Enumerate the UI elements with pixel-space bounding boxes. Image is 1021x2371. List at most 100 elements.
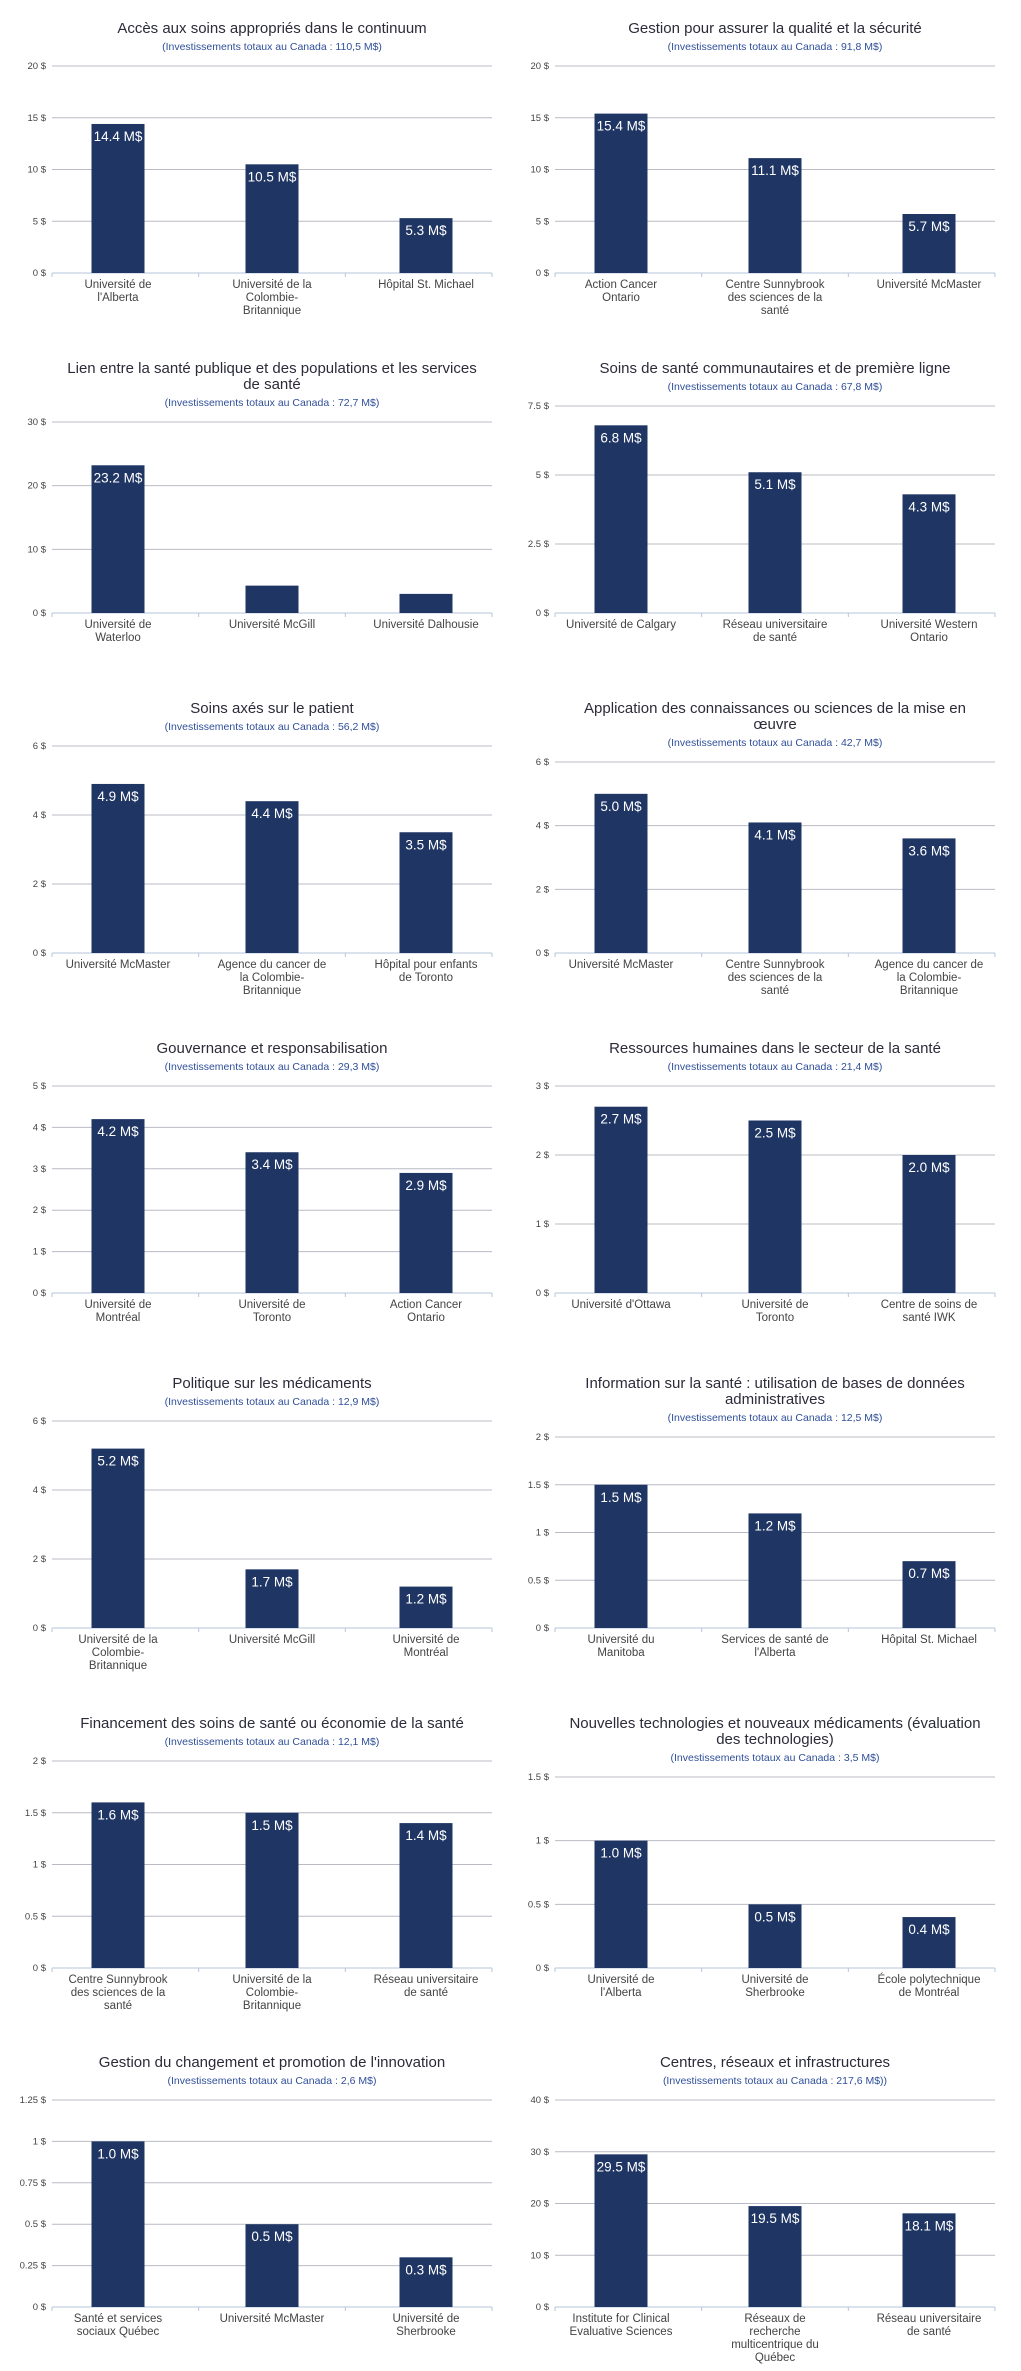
category-label: Centre Sunnybrook xyxy=(725,279,824,291)
chart-subtitle: (Investissements totaux au Canada : 2,6 … xyxy=(168,2075,377,2087)
category-label: l'Alberta xyxy=(97,292,139,304)
category-label: Université McGill xyxy=(229,1634,315,1646)
category-label: de santé xyxy=(907,2326,951,2338)
y-tick-label: 3 $ xyxy=(33,1164,47,1175)
data-label: 10.5 M$ xyxy=(248,169,297,184)
data-label: 3.4 M$ xyxy=(251,1157,293,1172)
category-label: de Montréal xyxy=(899,1987,960,1999)
category-label: Centre de soins de xyxy=(881,1299,978,1311)
chart-title: Information sur la santé : utilisation d… xyxy=(585,1375,964,1392)
data-label: 14.4 M$ xyxy=(94,129,143,144)
bar xyxy=(748,1904,802,1968)
y-tick-label: 0 $ xyxy=(33,1963,47,1974)
bar xyxy=(594,793,648,953)
y-tick-label: 1 $ xyxy=(33,1860,47,1871)
category-label: santé xyxy=(104,2000,132,2012)
chart-14: Centres, réseaux et infrastructures (Inve… xyxy=(531,2054,996,2364)
chart-subtitle: (Investissements totaux au Canada : 12,9… xyxy=(165,1396,380,1408)
data-label: 2.5 M$ xyxy=(754,1126,796,1141)
data-label: 0.4 M$ xyxy=(908,1922,950,1937)
category-label: Montréal xyxy=(96,1312,141,1324)
category-label: de santé xyxy=(404,1987,448,1999)
bar xyxy=(245,1569,299,1628)
category-label: Institute for Clinical xyxy=(572,2313,669,2325)
category-label: Université McMaster xyxy=(220,2313,325,2325)
y-tick-label: 2 $ xyxy=(536,1432,550,1443)
data-label: 4.9 M$ xyxy=(97,789,139,804)
chart-6: Application des connaissances ou science… xyxy=(536,700,996,997)
y-tick-label: 7.5 $ xyxy=(528,401,550,412)
y-tick-label: 6 $ xyxy=(33,1416,47,1427)
bar xyxy=(902,494,956,613)
y-tick-label: 0 $ xyxy=(536,1623,550,1634)
bar xyxy=(399,1823,453,1968)
y-tick-label: 5 $ xyxy=(33,216,47,227)
y-tick-label: 2 $ xyxy=(33,879,47,890)
category-label: Toronto xyxy=(253,1312,291,1324)
category-label: Réseau universitaire xyxy=(723,619,828,631)
y-tick-label: 6 $ xyxy=(33,741,47,752)
y-tick-label: 0.5 $ xyxy=(25,1911,47,1922)
y-tick-label: 6 $ xyxy=(536,757,550,768)
data-label: 2.9 M$ xyxy=(405,1178,447,1193)
chart-subtitle: (Investissements totaux au Canada : 91,8… xyxy=(668,41,883,53)
y-tick-label: 1.5 $ xyxy=(528,1480,550,1491)
category-label: Ontario xyxy=(910,632,948,644)
data-label: 3.6 M$ xyxy=(908,843,950,858)
y-tick-label: 0 $ xyxy=(536,1288,550,1299)
bar xyxy=(902,1917,956,1968)
category-label: Ontario xyxy=(602,292,640,304)
category-label: Québec xyxy=(755,2352,796,2364)
category-label: Sherbrooke xyxy=(745,1987,804,1999)
bar xyxy=(748,1120,802,1293)
y-tick-label: 2 $ xyxy=(33,1554,47,1565)
category-label: Université de xyxy=(741,1299,808,1311)
y-tick-label: 20 $ xyxy=(28,61,47,72)
chart-subtitle: (Investissements totaux au Canada : 29,3… xyxy=(165,1061,380,1073)
bar xyxy=(748,472,802,613)
chart-subtitle: (Investissements totaux au Canada : 21,4… xyxy=(668,1061,883,1073)
category-label: Waterloo xyxy=(95,632,141,644)
y-tick-label: 2 $ xyxy=(33,1205,47,1216)
category-label: Hôpital St. Michael xyxy=(378,279,474,291)
y-tick-label: 1 $ xyxy=(536,1219,550,1230)
data-label: 4.2 M$ xyxy=(97,1124,139,1139)
category-label: Colombie- xyxy=(92,1647,145,1659)
data-label: 3.5 M$ xyxy=(405,837,447,852)
category-label: Santé et services xyxy=(74,2313,162,2325)
bar xyxy=(594,1484,648,1628)
category-label: Université de la xyxy=(232,1974,312,1986)
category-label: l'Alberta xyxy=(754,1647,796,1659)
bar xyxy=(594,1840,648,1968)
y-tick-label: 0 $ xyxy=(33,2302,47,2313)
data-label: 0.5 M$ xyxy=(754,1909,796,1924)
category-label: Britannique xyxy=(89,1660,147,1672)
category-label: de santé xyxy=(753,632,797,644)
bar xyxy=(245,585,299,613)
chart-10: Information sur la santé : utilisation d… xyxy=(528,1375,996,1659)
category-label: santé IWK xyxy=(902,1312,955,1324)
chart-3: Lien entre la santé publique et des popu… xyxy=(28,360,493,644)
category-label: Sherbrooke xyxy=(396,2326,455,2338)
data-label: 19.5 M$ xyxy=(751,2211,800,2226)
data-label: 4.3 M$ xyxy=(908,499,950,514)
category-label: Agence du cancer de xyxy=(875,959,984,971)
y-tick-label: 0.5 $ xyxy=(528,1575,550,1586)
bar xyxy=(245,2224,299,2307)
category-label: Université de xyxy=(84,619,151,631)
chart-title: Financement des soins de santé ou économ… xyxy=(80,1715,464,1732)
category-label: Université de la xyxy=(78,1634,158,1646)
chart-subtitle: (Investissements totaux au Canada : 3,5 … xyxy=(671,1752,880,1764)
category-label: Université de xyxy=(587,1974,654,1986)
category-label: Action Cancer xyxy=(585,279,657,291)
bar xyxy=(91,465,145,613)
chart-subtitle: (Investissements totaux au Canada : 72,7… xyxy=(165,397,380,409)
y-tick-label: 4 $ xyxy=(33,1122,47,1133)
data-label: 5.7 M$ xyxy=(908,219,950,234)
y-tick-label: 30 $ xyxy=(28,417,47,428)
data-label: 1.5 M$ xyxy=(251,1818,293,1833)
data-label: 4.1 M$ xyxy=(754,827,796,842)
bar xyxy=(594,2154,648,2307)
y-tick-label: 0 $ xyxy=(33,1623,47,1634)
y-tick-label: 0 $ xyxy=(536,268,550,279)
